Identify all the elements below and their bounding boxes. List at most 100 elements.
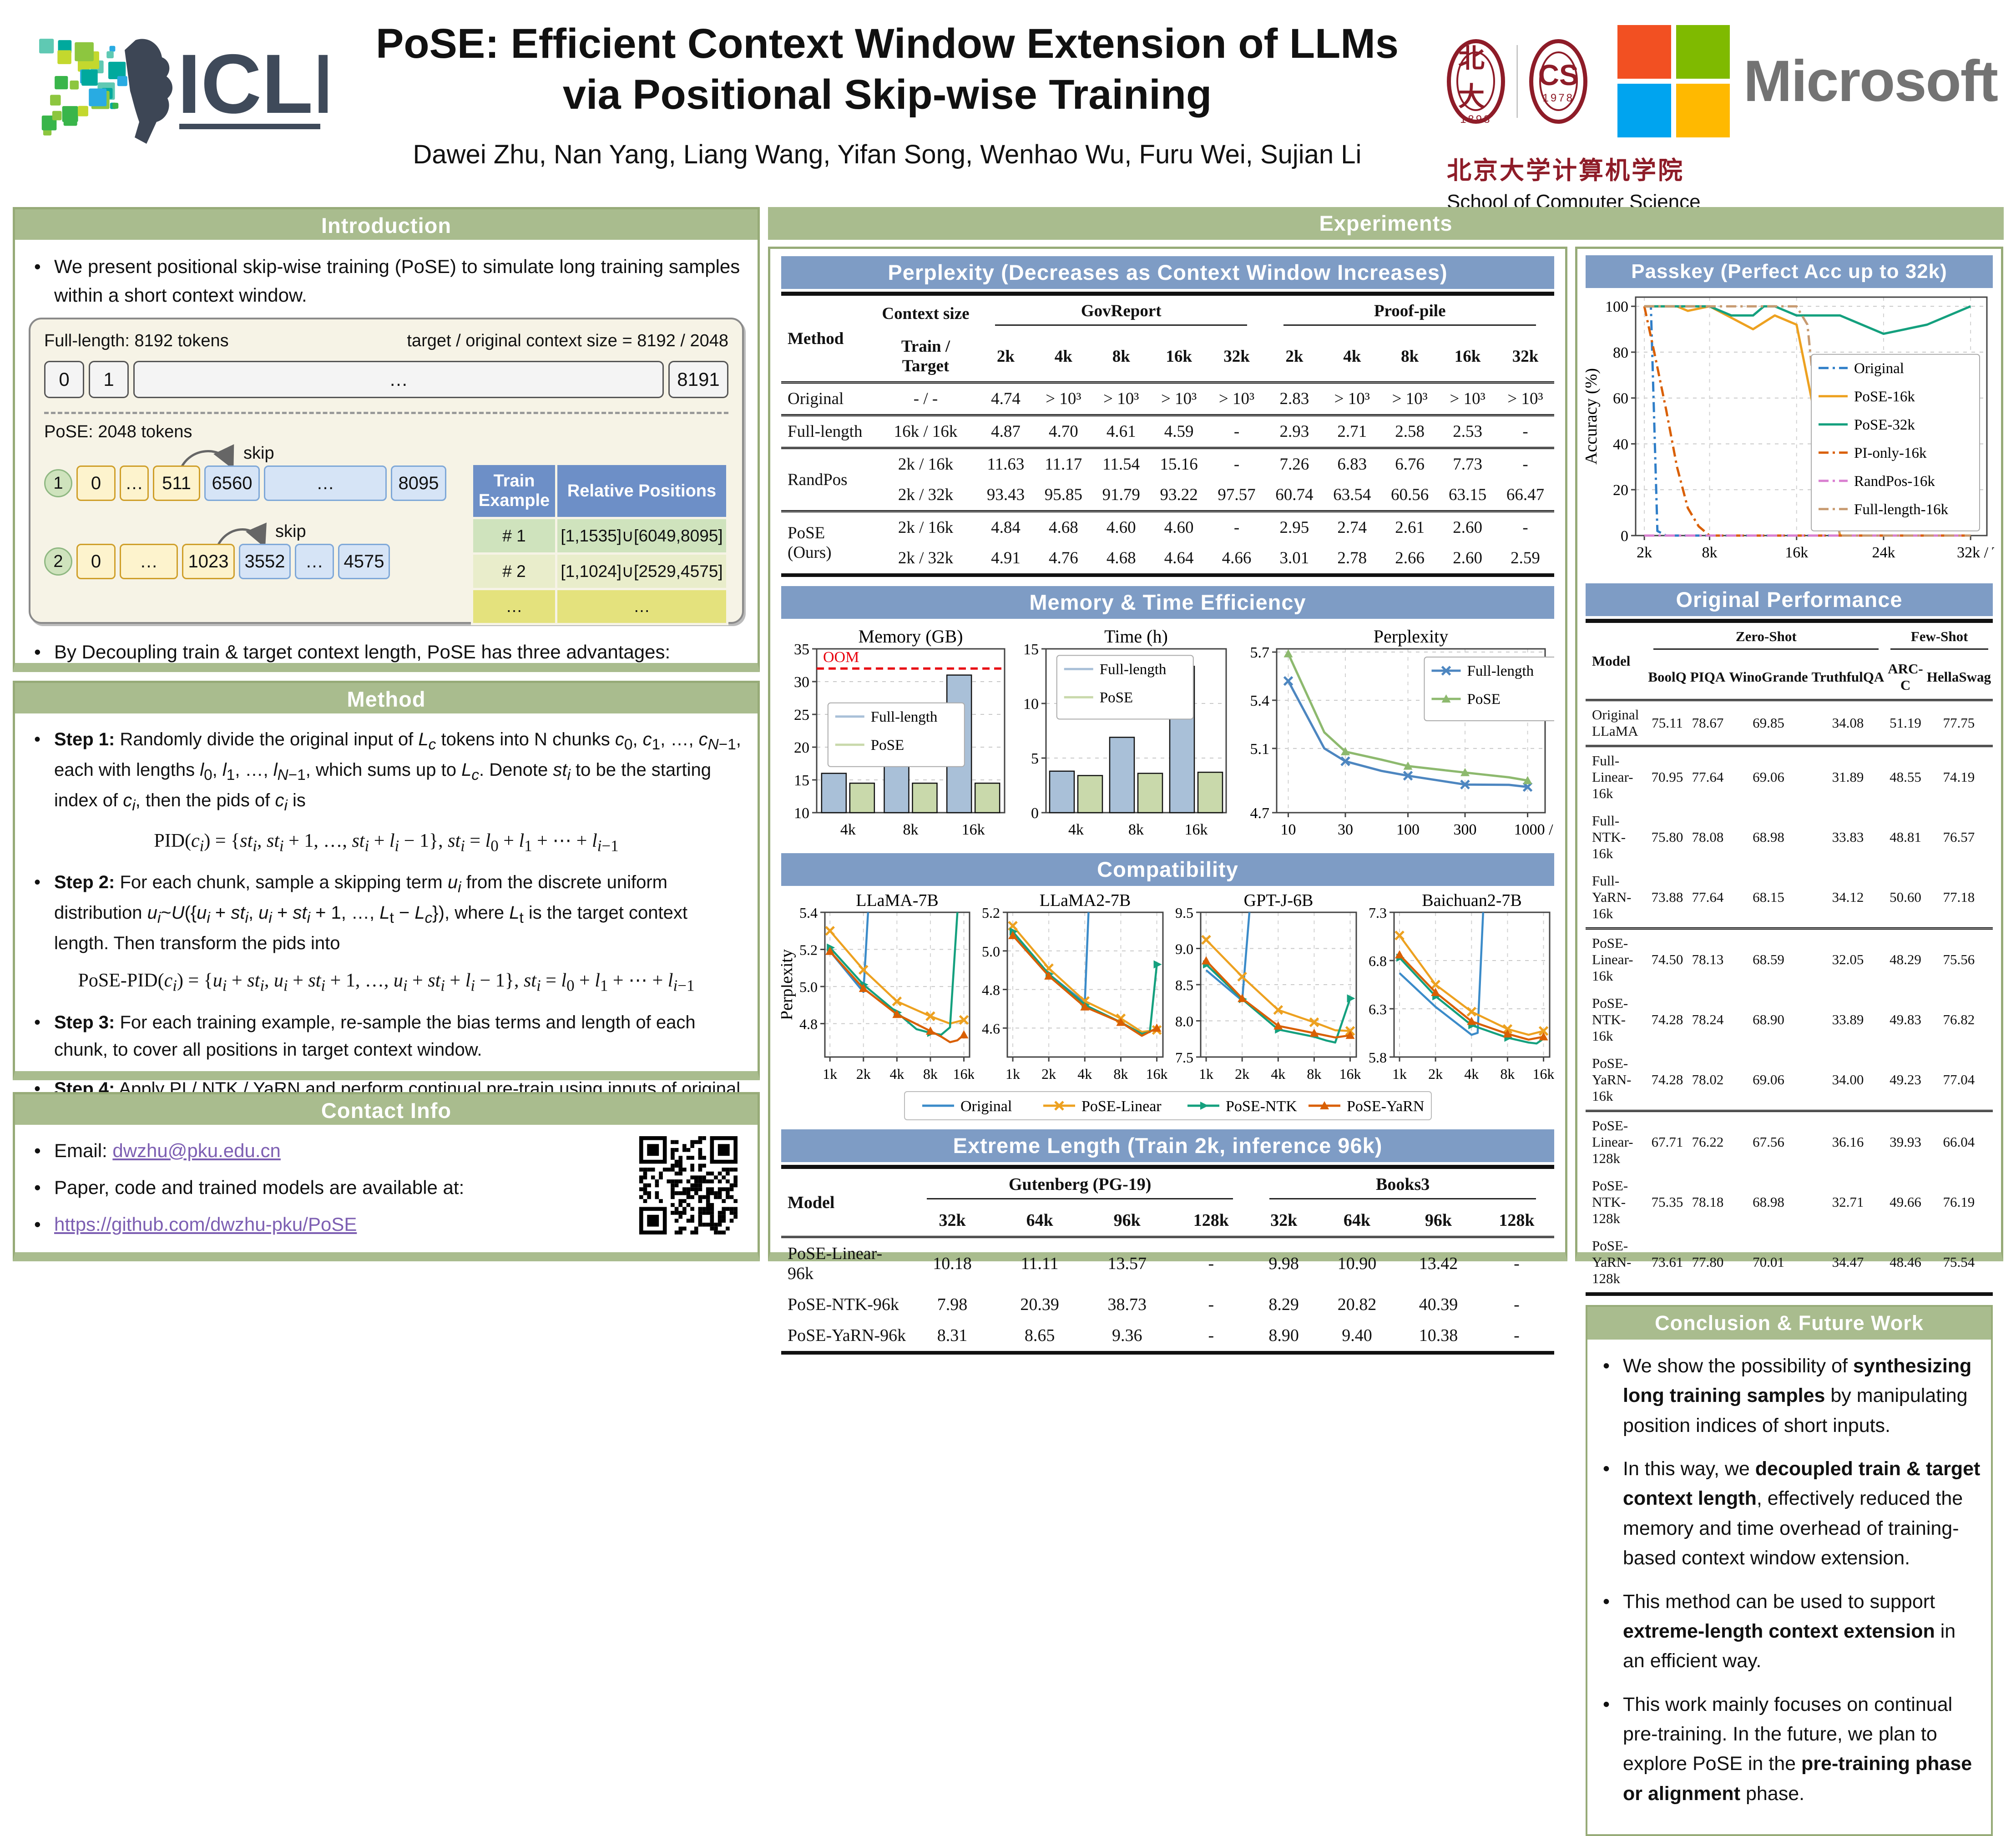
svg-text:4.7: 4.7 (1250, 805, 1270, 822)
extreme-length-section: Extreme Length (Train 2k, inference 96k)… (781, 1129, 1554, 1355)
table-row: RandPos 2k / 16k 11.63 11.17 11.54 15.16-7.26… (781, 447, 1554, 511)
svg-text:Original: Original (960, 1098, 1012, 1115)
svg-text:8.0: 8.0 (1175, 1013, 1193, 1030)
svg-text:15: 15 (794, 772, 809, 789)
svg-text:2k: 2k (1428, 1066, 1443, 1082)
conclusion-bullet-3: This method can be used to support extre… (1597, 1587, 1981, 1676)
mini-table-header: Relative Positions (555, 463, 728, 519)
chunk-box: … (120, 544, 178, 579)
compat-chart-Baichuan2-7B: 5.8 6.3 6.8 7.3 1k 2k 4k 8k 16k Baichuan2-7B (1361, 890, 1555, 1087)
contact-header: Contact Info (15, 1094, 758, 1127)
affiliation-cn: 北京大学计算机学院 (1447, 157, 1684, 184)
svg-text:5.4: 5.4 (799, 905, 818, 921)
svg-text:8k: 8k (923, 1066, 938, 1082)
svg-text:10: 10 (1280, 821, 1296, 838)
introduction-header: Introduction (15, 209, 758, 242)
conclusion-bullet-2: In this way, we decoupled train & target… (1597, 1454, 1981, 1573)
authors: Dawei Zhu, Nan Yang, Liang Wang, Yifan S… (413, 140, 1362, 170)
svg-text:5.2: 5.2 (799, 942, 818, 958)
mini-table-header: Train Example (471, 463, 557, 519)
svg-text:16k: 16k (1146, 1066, 1167, 1082)
svg-text:0: 0 (1621, 528, 1628, 545)
table-row: PoSE-Linear-96k 10.18 11.11 13.57-9.98 10.90… (781, 1236, 1554, 1289)
svg-text:Baichuan2-7B: Baichuan2-7B (1422, 891, 1522, 910)
svg-text:16k: 16k (1185, 821, 1208, 838)
token-box: 1 (89, 361, 129, 398)
svg-text:7.5: 7.5 (1175, 1049, 1193, 1066)
pose-row-2: 2 0 … 1023 3552 … 4575 (44, 544, 390, 579)
method-steps: Step 1: Randomly divide the original inp… (29, 726, 744, 1130)
compatibility-section-header: Compatibility (781, 853, 1554, 886)
seal-divider (1516, 45, 1518, 118)
svg-text:9.5: 9.5 (1175, 905, 1193, 921)
extreme-length-table: Model Gutenberg (PG-19) Books3 32k 64k 96k 128… (781, 1165, 1554, 1355)
svg-text:2k: 2k (1637, 544, 1652, 561)
table-row: 2k / 32k 4.91 4.76 4.68 4.64 4.66 3.01 2.78 2.66… (898, 549, 1540, 567)
svg-text:8k: 8k (1702, 544, 1718, 561)
svg-text:4k: 4k (840, 821, 856, 838)
svg-text:8.5: 8.5 (1175, 977, 1193, 993)
contact-availability: Paper, code and trained models are avail… (29, 1173, 639, 1202)
time-bar-chart: 0 5 10 15 4k 8k 16k Time (h) Full-length PoSE (1014, 623, 1233, 844)
svg-text:5.7: 5.7 (1250, 644, 1270, 661)
table-row: PoSE-YaRN-96k 8.31 8.65 9.36-8.90 9.40 10.38- (788, 1326, 1520, 1345)
svg-text:60: 60 (1613, 390, 1628, 407)
svg-text:PoSE-YaRN: PoSE-YaRN (1347, 1098, 1424, 1115)
table-row: Full-YaRN-16k 73.88 77.64 68.15 34.12 50.60 77… (1592, 873, 1975, 921)
passkey-section-header: Passkey (Perfect Acc up to 32k) (1586, 255, 1993, 288)
svg-text:Full-length: Full-length (1467, 663, 1534, 679)
svg-text:4.8: 4.8 (982, 982, 1000, 998)
table-row: Full-length 16k / 16k 4.87 4.70 4.61 4.59-2.9… (781, 414, 1554, 448)
svg-text:25: 25 (794, 707, 809, 723)
table-row: PoSE-NTK-16k 74.28 78.24 68.90 33.89 49.83 76.… (1592, 995, 1975, 1044)
method-formula-2: PoSE-PID(ci) = {ui + sti, ui + sti + 1, … (78, 970, 695, 995)
svg-text:5.1: 5.1 (1250, 741, 1270, 758)
method-formula-1: PID(ci) = {sti, sti + 1, …, sti + li − 1… (154, 830, 619, 855)
passkey-section: Passkey (Perfect Acc up to 32k) 0 20 40 60 8… (1581, 255, 2016, 574)
svg-text:16k: 16k (962, 821, 985, 838)
svg-text:PoSE-Linear: PoSE-Linear (1081, 1098, 1162, 1115)
cs-seal: CS 1978 (1529, 39, 1587, 124)
svg-text:16k: 16k (1785, 544, 1808, 561)
chunk-box: 4575 (338, 544, 390, 579)
svg-text:GPT-J-6B: GPT-J-6B (1244, 891, 1314, 910)
qr-code (639, 1136, 738, 1234)
svg-text:1000 / Steps: 1000 / Steps (1514, 821, 1554, 838)
svg-text:Original: Original (1854, 360, 1904, 377)
intro-bullet-2: By Decoupling train & target context len… (29, 637, 744, 666)
token-box: … (133, 361, 664, 398)
svg-text:2k: 2k (856, 1066, 871, 1082)
github-link[interactable]: https://github.com/dwzhu-pku/PoSE (54, 1214, 357, 1235)
pose-row-1: 1 0 … 511 6560 … 8095 (44, 465, 446, 501)
chunk-box: 1023 (182, 544, 235, 579)
table-row: # 2 [1,1024]∪[2529,4575] (471, 552, 728, 590)
experiments-side-panel: Passkey (Perfect Acc up to 32k) 0 20 40 60 8… (1575, 247, 2016, 1836)
table-row: PoSE-YaRN-16k 74.28 78.02 69.06 34.00 49.23 77… (1592, 1055, 1975, 1104)
svg-text:4k: 4k (1464, 1066, 1479, 1082)
email-link[interactable]: dwzhu@pku.edu.cn (112, 1140, 281, 1161)
svg-text:6.8: 6.8 (1369, 953, 1387, 969)
method-step-1: Step 1: Randomly divide the original inp… (29, 726, 744, 817)
iclr-logo: ICLR (27, 18, 374, 155)
compatibility-section: Compatibility 4.8 5.0 5.2 5.4 1k 2k 4k 8k 16k LLa… (777, 853, 1555, 1120)
chunk-box: 0 (76, 544, 116, 579)
svg-text:10: 10 (1023, 696, 1039, 713)
svg-text:PoSE-16k: PoSE-16k (1854, 389, 1915, 405)
svg-text:100: 100 (1396, 821, 1420, 838)
example-circle: 2 (44, 547, 72, 576)
contact-repo-item: https://github.com/dwzhu-pku/PoSE (29, 1210, 639, 1239)
method-step-3: Step 3: For each training example, re-sa… (29, 1009, 744, 1063)
table-row: # 1 [1,1535]∪[6049,8095] (471, 517, 728, 555)
perplexity-steps-line-chart: 4.7 5.1 5.4 5.7 10 30 100 300 1000 / Steps Perple… (1236, 623, 1591, 844)
table-row: PoSE-NTK-128k 75.35 78.18 68.98 32.71 49.66 76… (1592, 1178, 1975, 1226)
conclusion-header: Conclusion & Future Work (1587, 1307, 1991, 1340)
title-block: PoSE: Efficient Context Window Extension… (355, 18, 1420, 170)
svg-text:20: 20 (794, 739, 809, 756)
svg-text:RandPos-16k: RandPos-16k (1854, 473, 1935, 490)
svg-text:LLaMA-7B: LLaMA-7B (856, 891, 939, 910)
svg-text:1k: 1k (1005, 1066, 1020, 1082)
svg-text:8k: 8k (903, 821, 919, 838)
svg-text:1k: 1k (1199, 1066, 1213, 1082)
svg-text:8k: 8k (1128, 821, 1144, 838)
conclusion-bullet-1: We show the possibility of synthesizing … (1597, 1351, 1981, 1441)
